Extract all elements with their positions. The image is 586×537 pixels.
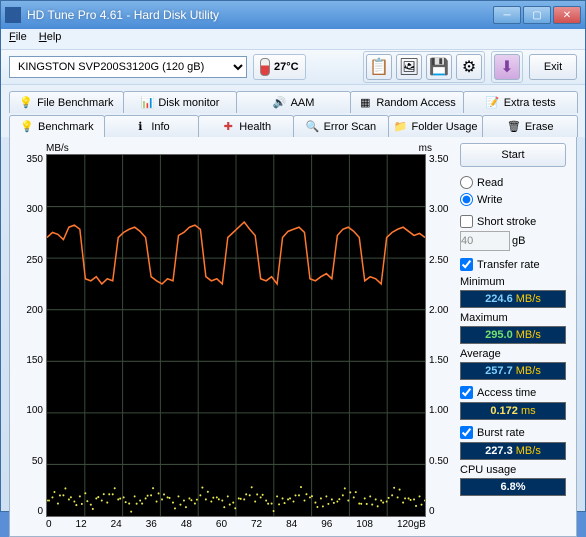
burst-rate-value: 227.3 MB/s — [460, 442, 566, 460]
random-access-icon: ▦ — [358, 96, 372, 110]
options-icon: ⚙ — [462, 60, 476, 74]
read-radio[interactable] — [460, 176, 473, 189]
minimum-label: Minimum — [460, 276, 566, 288]
window-title: HD Tune Pro 4.61 - Hard Disk Utility — [27, 8, 493, 22]
cpu-usage-label: CPU usage — [460, 464, 566, 476]
run-button[interactable]: ⬇ — [494, 54, 520, 80]
tab-folder-usage[interactable]: 📁Folder Usage — [388, 115, 484, 137]
cpu-usage-value: 6.8% — [460, 478, 566, 496]
access-time-label: Access time — [477, 387, 536, 399]
short-stroke-input[interactable] — [460, 231, 510, 251]
tab-random-access[interactable]: ▦Random Access — [350, 91, 465, 113]
access-time-check[interactable] — [460, 386, 473, 399]
menubar: File Help — [1, 29, 585, 49]
burst-rate-label: Burst rate — [477, 427, 525, 439]
tabs-row-2: 💡Benchmark ℹInfo ✚Health 🔍Error Scan 📁Fo… — [1, 113, 585, 137]
tab-benchmark[interactable]: 💡Benchmark — [9, 115, 105, 137]
x-axis: 01224364860728496108120gB — [20, 517, 452, 530]
options-button[interactable]: ⚙ — [456, 54, 482, 80]
y-right-label: ms — [419, 143, 432, 154]
tab-disk-monitor[interactable]: 📊Disk monitor — [123, 91, 238, 113]
temperature-display: 27°C — [253, 54, 306, 80]
short-stroke-check[interactable] — [460, 215, 473, 228]
save-icon: 💾 — [432, 60, 446, 74]
benchmark-plot — [46, 154, 426, 517]
close-button[interactable]: ✕ — [553, 6, 581, 24]
side-panel: Start Read Write Short stroke gB Transfe… — [460, 143, 566, 530]
minimum-value: 224.6 MB/s — [460, 290, 566, 308]
toolbar: KINGSTON SVP200S3120G (120 gB) 27°C 📋 🖼 … — [1, 49, 585, 85]
extra-tests-icon: 📝 — [486, 96, 500, 110]
tab-aam[interactable]: 🔊AAM — [236, 91, 351, 113]
app-icon — [5, 7, 21, 23]
app-window: HD Tune Pro 4.61 - Hard Disk Utility ─ ▢… — [0, 0, 586, 512]
error-scan-icon: 🔍 — [306, 120, 320, 134]
transfer-rate-label: Transfer rate — [477, 259, 540, 271]
copy-screenshot-button[interactable]: 🖼 — [396, 54, 422, 80]
benchmark-icon: 💡 — [20, 120, 34, 134]
tabs-row-1: 💡File Benchmark 📊Disk monitor 🔊AAM ▦Rand… — [1, 85, 585, 113]
menu-help[interactable]: Help — [39, 31, 62, 47]
maximum-label: Maximum — [460, 312, 566, 324]
tab-file-benchmark[interactable]: 💡File Benchmark — [9, 91, 124, 113]
health-icon: ✚ — [221, 120, 235, 134]
y-left-label: MB/s — [46, 143, 69, 154]
average-label: Average — [460, 348, 566, 360]
read-label: Read — [477, 177, 503, 189]
minimize-button[interactable]: ─ — [493, 6, 521, 24]
copy-info-button[interactable]: 📋 — [366, 54, 392, 80]
thermometer-icon — [260, 58, 270, 76]
maximum-value: 295.0 MB/s — [460, 326, 566, 344]
folder-icon: 📁 — [394, 120, 408, 134]
y-axis-left: 350300250200150100500 — [20, 154, 46, 517]
drive-select[interactable]: KINGSTON SVP200S3120G (120 gB) — [9, 56, 247, 78]
screenshot-icon: 🖼 — [402, 60, 416, 74]
menu-file[interactable]: File — [9, 31, 27, 47]
access-time-value: 0.172 ms — [460, 402, 566, 420]
disk-monitor-icon: 📊 — [140, 96, 154, 110]
tab-error-scan[interactable]: 🔍Error Scan — [293, 115, 389, 137]
write-label: Write — [477, 194, 502, 206]
tab-extra-tests[interactable]: 📝Extra tests — [463, 91, 578, 113]
save-button[interactable]: 💾 — [426, 54, 452, 80]
exit-button[interactable]: Exit — [529, 54, 577, 80]
info-tab-icon: ℹ — [133, 120, 147, 134]
titlebar: HD Tune Pro 4.61 - Hard Disk Utility ─ ▢… — [1, 1, 585, 29]
erase-icon: 🗑 — [507, 120, 521, 134]
aam-icon: 🔊 — [273, 96, 287, 110]
burst-rate-check[interactable] — [460, 426, 473, 439]
tab-erase[interactable]: 🗑Erase — [482, 115, 578, 137]
file-benchmark-icon: 💡 — [19, 96, 33, 110]
maximize-button[interactable]: ▢ — [523, 6, 551, 24]
chart-area: MB/s ms 350300250200150100500 3.503.002.… — [20, 143, 452, 530]
stroke-unit-label: gB — [512, 235, 525, 247]
content-panel: MB/s ms 350300250200150100500 3.503.002.… — [9, 137, 577, 537]
average-value: 257.7 MB/s — [460, 362, 566, 380]
transfer-rate-check[interactable] — [460, 258, 473, 271]
write-radio[interactable] — [460, 193, 473, 206]
tab-health[interactable]: ✚Health — [198, 115, 294, 137]
info-icon: 📋 — [372, 60, 386, 74]
y-axis-right: 3.503.002.502.001.501.000.500 — [426, 154, 452, 517]
arrow-down-icon: ⬇ — [500, 60, 514, 74]
short-stroke-label: Short stroke — [477, 216, 536, 228]
tab-info[interactable]: ℹInfo — [104, 115, 200, 137]
start-button[interactable]: Start — [460, 143, 566, 167]
